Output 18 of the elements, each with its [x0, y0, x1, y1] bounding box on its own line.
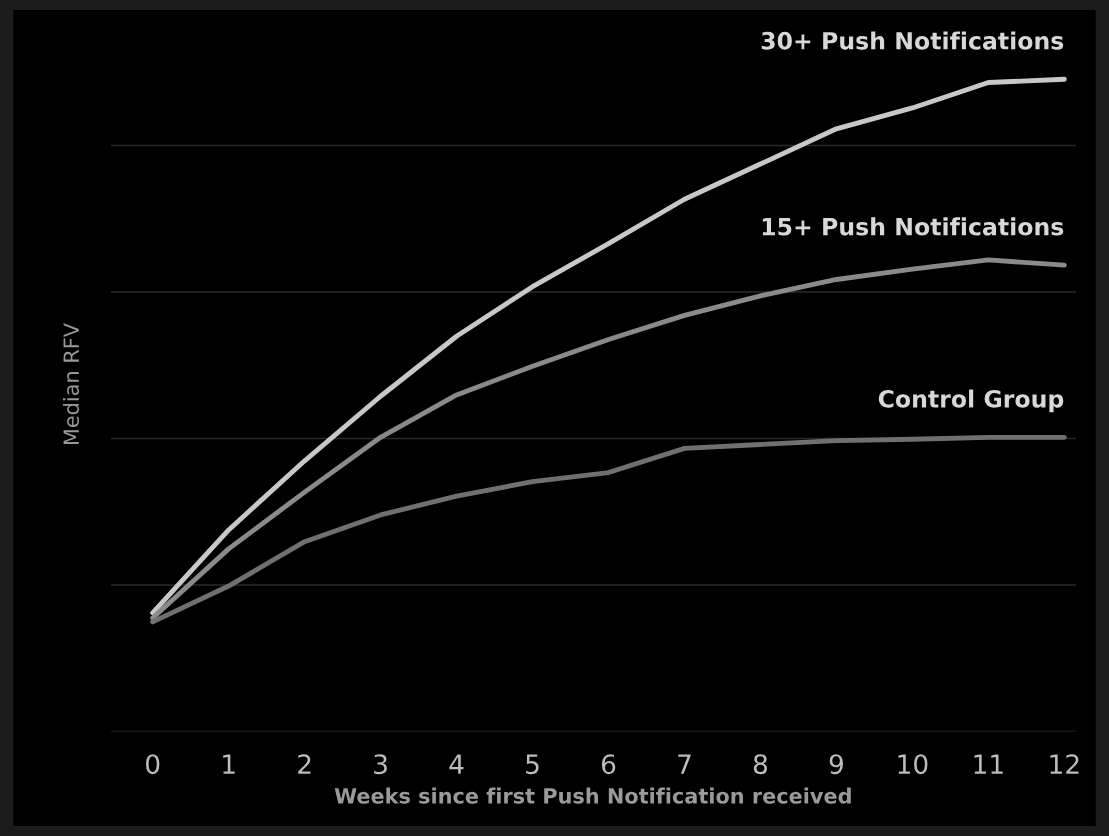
- x-tick-label: 0: [146, 754, 160, 775]
- x-tick-label: 2: [298, 754, 311, 774]
- series-label: Control Group: [878, 389, 1064, 413]
- x-tick-label: 11: [974, 754, 1003, 774]
- x-tick-label: 10: [898, 754, 928, 775]
- x-tick-label: 12: [1050, 754, 1079, 774]
- x-tick-label: 7: [678, 754, 691, 774]
- x-tick-label: 4: [449, 754, 464, 774]
- x-tick-label: 1: [223, 754, 235, 774]
- series-label: 30+ Push Notifications: [761, 31, 1064, 50]
- series-label: 15+ Push Notifications: [762, 217, 1064, 236]
- y-axis-title: Median RFV: [62, 323, 80, 445]
- x-tick-label: 9: [829, 754, 843, 775]
- x-axis-title: Weeks since first Push Notification received: [334, 787, 851, 804]
- x-tick-label: 6: [601, 754, 616, 775]
- x-tick-label: 3: [374, 754, 387, 775]
- x-tick-label: 5: [526, 754, 539, 775]
- x-tick-label: 8: [753, 754, 768, 775]
